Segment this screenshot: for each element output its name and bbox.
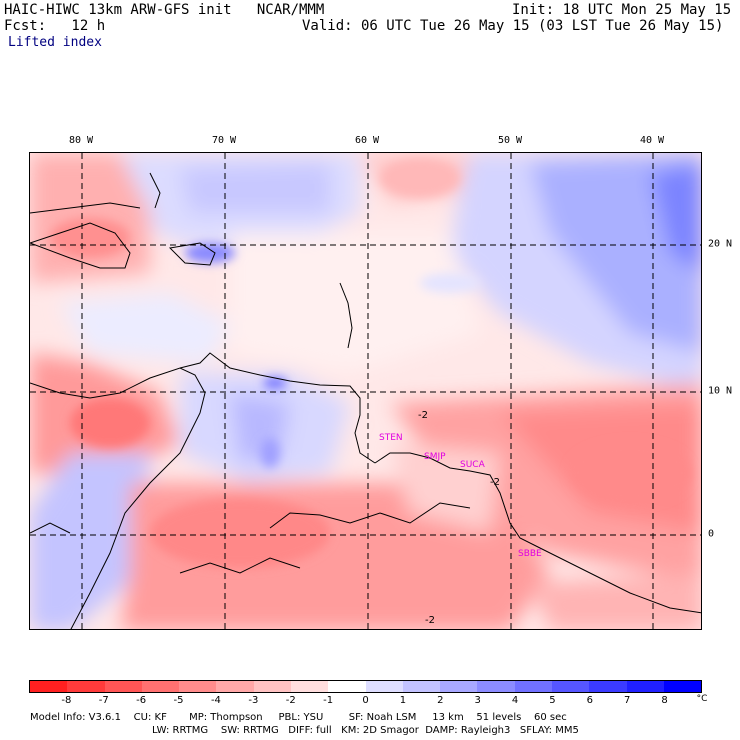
colorbar-segment — [402, 681, 441, 692]
run-title: HAIC-HIWC 13km ARW-GFS init NCAR/MMM — [4, 2, 325, 18]
colorbar-tick-label: -8 — [61, 695, 72, 706]
graticule — [30, 153, 701, 629]
colorbar-segment — [141, 681, 180, 692]
colorbar-segment — [626, 681, 664, 692]
colorbar-unit: °C — [696, 694, 708, 704]
colorbar-tick-label: 8 — [661, 695, 668, 706]
colorbar-tick-label: -1 — [323, 695, 334, 706]
lon-label-70w: 70 W — [211, 135, 237, 146]
contour-label: -2 — [425, 615, 435, 626]
lon-label-40w: 40 W — [639, 135, 665, 146]
colorbar-tick-label: -6 — [136, 695, 147, 706]
colorbar-segment — [551, 681, 590, 692]
colorbar-tick-label: 7 — [624, 695, 631, 706]
colorbar-tick-label: 5 — [549, 695, 556, 706]
colorbar-tick-label: -7 — [98, 695, 109, 706]
colorbar-segment — [67, 681, 105, 692]
colorbar-segment — [477, 681, 515, 692]
station-label: SBBE — [518, 549, 542, 559]
model-info-line1: Model Info: V3.6.1 CU: KF MP: Thompson P… — [30, 712, 567, 723]
colorbar-tick-label: 4 — [511, 695, 519, 706]
colorbar-segment — [179, 681, 217, 692]
colorbar — [29, 680, 702, 693]
colorbar-tick-label: 1 — [399, 695, 407, 706]
colorbar-segment — [663, 681, 702, 692]
forecast-hour: Fcst: 12 h — [4, 18, 106, 34]
colorbar-tick-label: -5 — [173, 695, 184, 706]
lon-label-60w: 60 W — [354, 135, 380, 146]
shading-detail — [50, 158, 690, 568]
colorbar-tick-label: 0 — [362, 695, 369, 706]
colorbar-segment — [104, 681, 142, 692]
station-label: STEN — [379, 433, 403, 443]
colorbar-segment — [589, 681, 627, 692]
field-name: Lifted index — [8, 35, 102, 50]
lat-label-20n: 20 N — [708, 238, 733, 250]
map-canvas: -2 -2 -2 — [30, 153, 701, 629]
lat-label-0: 0 — [708, 528, 715, 540]
colorbar-segment — [290, 681, 329, 692]
colorbar-tick-label: 6 — [586, 695, 594, 706]
valid-time: Valid: 06 UTC Tue 26 May 15 (03 LST Tue … — [302, 18, 724, 34]
colorbar-tick-label: -2 — [285, 695, 296, 706]
colorbar-segment — [253, 681, 291, 692]
station-label: SUCA — [460, 460, 485, 470]
colorbar-tick-label: 2 — [437, 695, 444, 706]
colorbar-segment — [365, 681, 403, 692]
model-info-line2: LW: RRTMG SW: RRTMG DIFF: full KM: 2D Sm… — [152, 725, 579, 736]
colorbar-segment — [30, 681, 68, 692]
lat-label-10n: 10 N — [708, 385, 733, 397]
contour-label: -2 — [490, 477, 500, 488]
colorbar-segment — [514, 681, 552, 692]
colorbar-tick-label: -3 — [248, 695, 259, 706]
colorbar-tick-label: 3 — [474, 695, 481, 706]
lifted-index-map: -2 -2 -2 STEN SMJP SUCA SBBE — [29, 152, 702, 630]
lon-label-80w: 80 W — [68, 135, 94, 146]
shading-layer — [30, 153, 701, 629]
colorbar-segment — [440, 681, 478, 692]
init-time: Init: 18 UTC Mon 25 May 15 — [512, 2, 732, 18]
colorbar-segment — [216, 681, 254, 692]
coastlines — [30, 172, 701, 629]
contour-label: -2 — [418, 410, 428, 421]
colorbar-tick-label: -4 — [210, 695, 221, 706]
station-label: SMJP — [424, 452, 446, 462]
lon-label-50w: 50 W — [497, 135, 523, 146]
colorbar-segment — [328, 681, 366, 692]
